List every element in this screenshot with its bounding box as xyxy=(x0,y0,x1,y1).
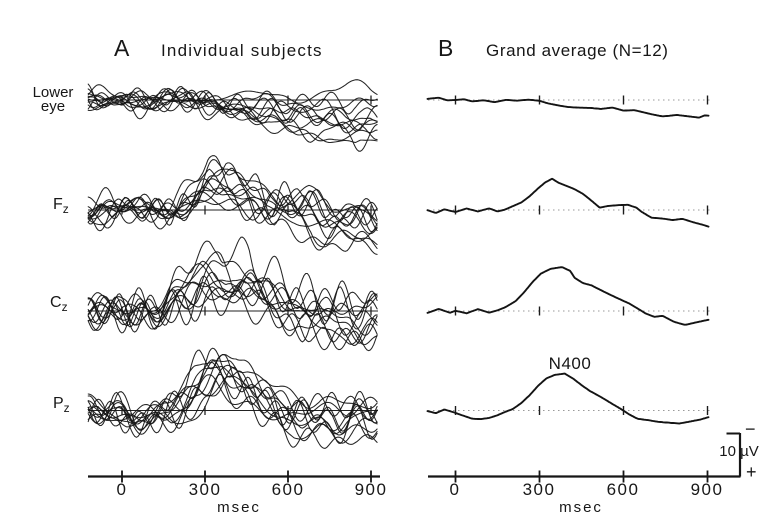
panel-a-time-axis xyxy=(88,470,380,483)
grand-average-trace-Cz xyxy=(426,266,710,326)
axis-a-tick-600: 600 xyxy=(271,480,305,499)
row-label-cz-main: C xyxy=(50,294,62,311)
panel-b-baselines xyxy=(428,95,711,415)
scale-bar-plus: + xyxy=(746,462,757,482)
subject-trace-Pz-11 xyxy=(87,361,378,449)
subject-trace-eye-3 xyxy=(87,87,378,131)
subject-trace-Cz-11 xyxy=(87,280,378,333)
subject-trace-eye-11 xyxy=(87,89,378,124)
subject-trace-Cz-7 xyxy=(87,277,378,328)
subject-trace-Cz-10 xyxy=(87,271,378,321)
voltage-scale-bar xyxy=(726,432,742,477)
grand-average-trace-Pz xyxy=(426,372,710,425)
subject-trace-Pz-8 xyxy=(87,354,378,434)
axis-b-tick-300: 300 xyxy=(522,480,556,499)
row-label-cz: Cz xyxy=(50,294,68,314)
axis-b-tick-600: 600 xyxy=(606,480,640,499)
subject-trace-Fz-9 xyxy=(87,192,378,230)
subject-trace-Fz-10 xyxy=(87,178,378,226)
subject-trace-Fz-7 xyxy=(87,168,378,222)
subject-trace-Fz-0 xyxy=(87,159,378,226)
axis-a-tick-300: 300 xyxy=(188,480,222,499)
panel-b-grand-average-traces xyxy=(426,96,710,425)
scale-bar-label: 10 µV xyxy=(719,443,759,460)
grand-average-trace-eye xyxy=(426,96,710,119)
subject-trace-Cz-1 xyxy=(87,240,378,326)
row-label-pz-main: P xyxy=(53,395,64,412)
panel-b-time-axis xyxy=(428,470,741,483)
subject-trace-Cz-4 xyxy=(87,236,378,330)
panel-a-letter: A xyxy=(114,35,130,61)
subject-trace-Pz-10 xyxy=(87,373,378,434)
subject-trace-Fz-11 xyxy=(87,155,378,232)
row-label-pz-sub: z xyxy=(63,401,70,415)
row-label-pz: Pz xyxy=(53,395,70,415)
axis-a-tick-0: 0 xyxy=(116,480,128,499)
axis-b-unit: msec xyxy=(559,499,603,516)
subject-trace-eye-10 xyxy=(87,92,378,144)
subject-trace-Cz-3 xyxy=(87,275,378,351)
axis-a-unit: msec xyxy=(217,499,261,516)
panel-b-letter: B xyxy=(438,35,454,61)
axis-a-tick-900: 900 xyxy=(354,480,388,499)
subject-trace-Fz-5 xyxy=(87,186,378,240)
row-label-fz-sub: z xyxy=(62,202,69,216)
subject-trace-eye-6 xyxy=(87,88,378,134)
grand-average-trace-Fz xyxy=(426,177,710,228)
subject-trace-Pz-4 xyxy=(87,364,378,425)
subject-trace-eye-5 xyxy=(87,90,378,130)
axis-b-tick-900: 900 xyxy=(690,480,724,499)
subject-trace-Pz-5 xyxy=(87,374,378,435)
subject-trace-Cz-9 xyxy=(87,260,378,352)
row-label-fz: Fz xyxy=(53,196,69,216)
n400-annotation: N400 xyxy=(548,354,592,373)
subject-trace-eye-9 xyxy=(87,79,378,104)
subject-trace-Cz-6 xyxy=(87,278,378,346)
row-label-lower-eye-line2: eye xyxy=(40,98,66,115)
row-label-lower-eye-line1: Lower xyxy=(32,84,74,101)
row-label-cz-sub: z xyxy=(61,300,68,314)
axis-b-tick-0: 0 xyxy=(449,480,461,499)
panel-b-title: Grand average (N=12) xyxy=(486,41,669,60)
subject-trace-Pz-9 xyxy=(87,360,378,442)
row-label-fz-main: F xyxy=(53,196,63,213)
panel-a-title: Individual subjects xyxy=(161,41,323,60)
panel-a-individual-traces xyxy=(87,79,378,449)
scale-bar-minus: − xyxy=(745,419,756,439)
row-label-lower-eye: Lower eye xyxy=(24,84,82,115)
